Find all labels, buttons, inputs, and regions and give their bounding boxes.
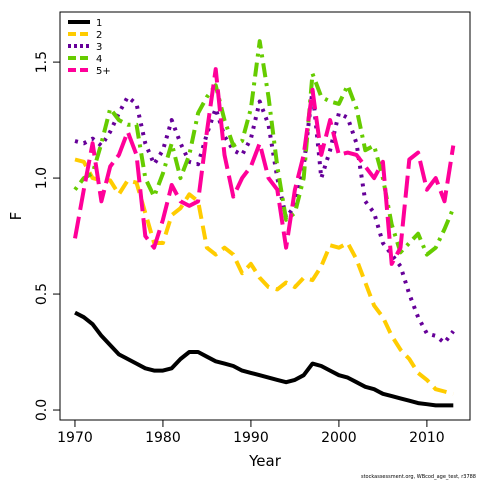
series-line: [74, 87, 455, 345]
series-line: [74, 157, 454, 396]
legend-label: 3: [96, 42, 102, 53]
y-tick-label: 1.5: [34, 51, 50, 73]
legend-label: 4: [96, 54, 102, 65]
x-tick-label: 2010: [409, 430, 445, 446]
y-tick-label: 0.0: [34, 399, 50, 421]
series-line: [74, 310, 454, 408]
credit: stockassessment.org, WBcod_age_test, r37…: [361, 474, 476, 480]
series-line: [73, 67, 456, 266]
y-tick-label: 1.0: [34, 167, 50, 189]
x-tick-label: 1990: [233, 430, 269, 446]
x-axis-label: Year: [248, 452, 282, 470]
legend-label: 1: [96, 18, 102, 29]
y-tick-label: 0.5: [34, 283, 50, 305]
x-tick-label: 2000: [321, 430, 357, 446]
x-tick-label: 1980: [145, 430, 181, 446]
series-line: [73, 39, 456, 257]
legend-label: 5+: [96, 66, 111, 77]
x-tick-label: 1970: [57, 430, 93, 446]
plot-frame: [59, 11, 471, 421]
y-axis-label: F: [7, 212, 25, 221]
legend-label: 2: [96, 30, 102, 41]
